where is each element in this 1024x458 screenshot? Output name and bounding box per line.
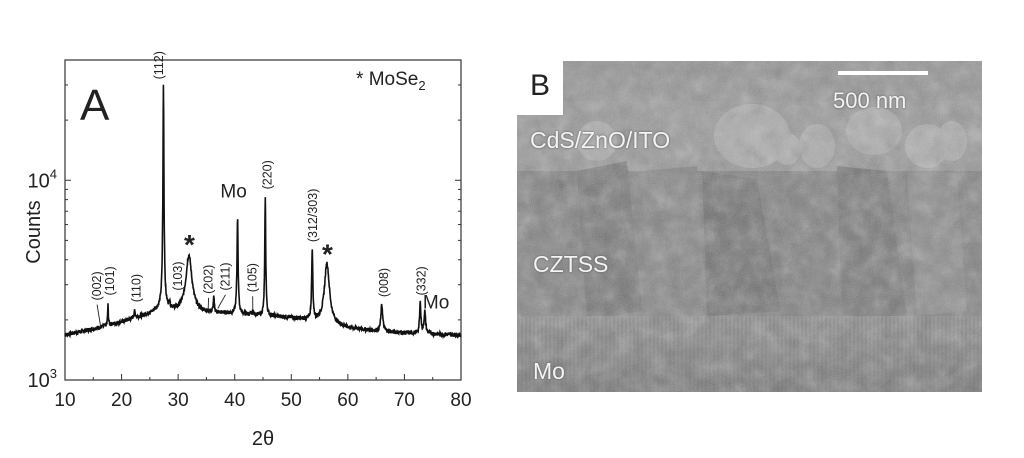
peak-label: (112): [152, 51, 166, 79]
peak-label: (332): [414, 266, 428, 295]
scale-bar-label: 500 nm: [833, 88, 907, 113]
mo-peak-label: Mo: [220, 181, 246, 202]
y-tick-label: 103: [28, 366, 57, 392]
peak-label: (105): [246, 263, 260, 292]
x-tick-label: 40: [224, 390, 245, 411]
peak-label: (008): [377, 268, 391, 297]
peak-label: (002): [90, 271, 104, 300]
x-axis-label: 2θ: [252, 428, 274, 450]
xrd-spectrum-line: [64, 84, 462, 340]
axis-ticks: 10 20 30 40 50 60 70 80 103 104: [28, 84, 472, 411]
xrd-chart: 10 20 30 40 50 60 70 80 103 104 (002) (101) (110) (1…: [23, 51, 472, 450]
sem-cross-section-image: B 500 nm CdS/ZnO/ITO CZTSS Mo: [517, 61, 982, 392]
scale-bar: [838, 71, 928, 75]
peak-label: (211): [219, 262, 233, 290]
y-tick-label: 104: [28, 166, 57, 192]
peak-arrow: [96, 304, 102, 327]
x-tick-label: 20: [111, 390, 132, 411]
peak-annotations: (002) (101) (110)(112)(103)*(202) (211)Mo(1…: [90, 51, 449, 327]
mo-peak-label: Mo: [423, 293, 449, 314]
peak-label: (312/303): [306, 189, 320, 243]
x-tick-label: 60: [337, 390, 358, 411]
x-tick-label: 50: [281, 390, 302, 411]
layer-label-absorber: CZTSS: [533, 251, 609, 277]
panel-label-a: A: [80, 81, 110, 130]
layer-label-window: CdS/ZnO/ITO: [530, 127, 671, 153]
legend-mose2: * MoSe2: [356, 69, 426, 93]
peak-label: (202): [202, 265, 216, 294]
y-axis-label: Counts: [23, 200, 45, 263]
mose2-peak-marker: *: [322, 238, 333, 269]
mose2-peak-marker: *: [184, 229, 195, 260]
panel-label-b: B: [517, 61, 563, 115]
peak-label: (103): [171, 261, 185, 290]
layer-label-back-contact: Mo: [533, 358, 565, 384]
peak-arrow: [217, 294, 226, 309]
x-tick-label: 30: [168, 390, 189, 411]
peak-label: (110): [130, 274, 144, 302]
x-tick-label: 70: [394, 390, 415, 411]
peak-label: (101): [103, 266, 117, 295]
peak-label: (220): [260, 160, 274, 189]
x-tick-label: 80: [450, 390, 471, 411]
x-tick-label: 10: [54, 390, 75, 411]
sem-image: [517, 61, 982, 392]
